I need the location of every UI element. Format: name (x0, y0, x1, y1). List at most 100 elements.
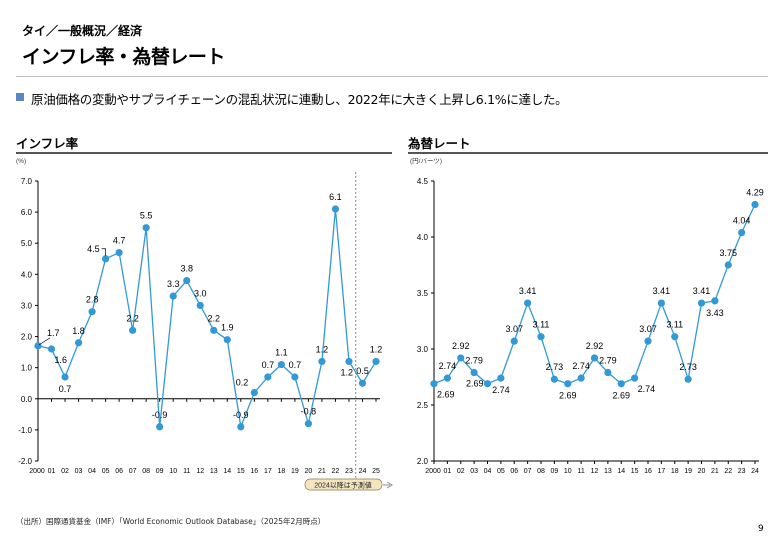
exchange-x-tick-label: 16 (644, 468, 652, 475)
exchange-data-label: 3.11 (666, 320, 683, 330)
exchange-data-label: 2.92 (586, 341, 604, 351)
inflation-data-label: 0.2 (236, 378, 249, 388)
exchange-data-point (684, 375, 692, 383)
exchange-y-tick-label: 4.0 (417, 233, 429, 242)
inflation-data-label: 2.2 (126, 313, 139, 323)
exchange-data-label: 2.69 (466, 379, 484, 389)
inflation-data-label: -0.9 (233, 410, 249, 420)
inflation-data-label: -0.9 (152, 410, 168, 420)
exchange-x-tick-label: 07 (524, 468, 532, 475)
label-leader-line (101, 248, 106, 256)
exchange-x-tick-label: 03 (470, 468, 478, 475)
exchange-data-label: 2.74 (572, 361, 590, 371)
forecast-arrow-icon (383, 481, 393, 489)
inflation-data-point (102, 255, 110, 263)
exchange-x-tick-label: 02 (457, 468, 465, 475)
exchange-x-tick-label: 21 (711, 468, 719, 475)
exchange-data-label: 2.74 (439, 361, 457, 371)
exchange-data-point (483, 380, 492, 388)
inflation-data-label: 1.7 (47, 328, 60, 338)
inflation-data-point (345, 357, 353, 366)
inflation-x-tick-label: 11 (183, 468, 190, 475)
inflation-data-point (88, 308, 96, 316)
label-leader-line (38, 337, 51, 346)
inflation-data-label: 3.8 (180, 264, 193, 274)
inflation-y-unit: (%) (16, 158, 26, 165)
exchange-x-tick-label: 14 (617, 468, 625, 475)
exchange-x-tick-label: 06 (510, 468, 518, 475)
inflation-x-tick-label: 06 (115, 468, 123, 475)
inflation-data-label: 2.2 (208, 313, 221, 323)
inflation-x-tick-label: 25 (372, 468, 380, 475)
inflation-data-point (277, 360, 285, 369)
exchange-data-label: 4.29 (746, 188, 764, 198)
inflation-x-tick-label: 05 (102, 468, 110, 475)
exchange-data-point (751, 200, 759, 209)
source-note: （出所）国際通貨基金（IMF）「World Economic Outlook D… (16, 517, 326, 526)
exchange-data-label: 2.69 (559, 391, 577, 401)
inflation-x-tick-label: 12 (196, 468, 204, 475)
inflation-x-tick-label: 07 (129, 468, 137, 475)
inflation-data-point (304, 420, 312, 428)
exchange-x-tick-label: 04 (484, 468, 492, 475)
inflation-x-tick-label: 21 (318, 468, 326, 475)
inflation-y-tick-label: 7.0 (21, 177, 33, 186)
exchange-data-point (631, 374, 639, 382)
inflation-data-label: 1.2 (340, 367, 353, 377)
inflation-data-label: 4.5 (87, 244, 100, 254)
breadcrumb: タイ／一般概況／経済 (22, 24, 143, 38)
inflation-data-point (223, 336, 231, 344)
inflation-data-label: 0.7 (59, 384, 72, 394)
exchange-data-point (738, 228, 746, 237)
inflation-data-label: 2.8 (86, 295, 99, 305)
inflation-data-point (264, 373, 272, 381)
bullet-square-icon (16, 93, 24, 101)
exchange-data-point (497, 374, 505, 382)
inflation-data-point (250, 388, 258, 397)
inflation-section-divider (16, 152, 392, 154)
exchange-data-point (550, 375, 558, 383)
inflation-x-tick-label: 08 (142, 468, 150, 475)
inflation-y-tick-label: 6.0 (21, 208, 33, 217)
exchange-data-label: 3.41 (653, 286, 671, 296)
inflation-x-tick-label: 15 (237, 468, 245, 475)
inflation-x-tick-label: 22 (332, 468, 340, 475)
exchange-data-label: 3.41 (693, 286, 711, 296)
inflation-data-label: 1.6 (55, 355, 68, 365)
exchange-x-tick-label: 20 (698, 468, 706, 475)
inflation-data-point (169, 292, 177, 300)
inflation-data-point (183, 276, 191, 285)
exchange-data-point (617, 380, 625, 388)
inflation-x-tick-label: 20 (305, 468, 313, 475)
inflation-data-point (142, 224, 150, 232)
inflation-x-tick-label: 02 (61, 468, 69, 475)
exchange-x-tick-label: 11 (577, 468, 584, 475)
inflation-data-label: 1.2 (316, 344, 329, 354)
inflation-y-tick-label: -1.0 (18, 426, 32, 435)
inflation-data-label: 3.3 (167, 279, 180, 289)
exchange-x-tick-label: 24 (751, 468, 759, 475)
inflation-x-tick-label: 19 (291, 468, 299, 475)
inflation-x-tick-label: 04 (88, 468, 96, 475)
exchange-data-label: 2.69 (437, 390, 455, 400)
exchange-data-point (724, 261, 732, 269)
exchange-x-tick-label: 2000 (425, 468, 441, 475)
exchange-data-label: 2.69 (612, 391, 630, 401)
inflation-y-tick-label: -2.0 (18, 457, 32, 466)
exchange-data-point (577, 374, 585, 382)
page-number: 9 (758, 524, 764, 534)
exchange-data-point (711, 297, 719, 305)
forecast-note-label: 2024以降は予測値 (314, 481, 372, 490)
inflation-data-label: 1.8 (72, 326, 85, 336)
inflation-data-point (34, 342, 42, 350)
exchange-x-tick-label: 12 (591, 468, 599, 475)
exchange-y-unit: (円/バーツ) (410, 157, 442, 165)
exchange-x-tick-label: 10 (564, 468, 572, 475)
inflation-data-point (196, 301, 204, 310)
exchange-data-point (470, 368, 478, 377)
divider (16, 76, 768, 77)
exchange-data-point (657, 299, 665, 307)
exchange-x-tick-label: 08 (537, 468, 545, 475)
inflation-y-tick-label: 4.0 (21, 270, 33, 279)
inflation-data-point (156, 423, 164, 431)
